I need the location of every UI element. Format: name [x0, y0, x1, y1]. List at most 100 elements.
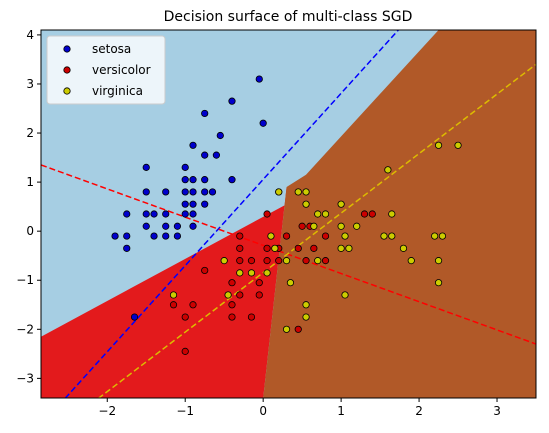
point-setosa	[228, 176, 236, 184]
point-virginica	[434, 279, 443, 287]
point-virginica	[286, 279, 295, 287]
y-tick-label: −2	[16, 322, 34, 336]
point-versicolor	[321, 232, 330, 240]
hyperplane-virginica	[97, 63, 536, 398]
point-virginica	[399, 244, 408, 252]
point-setosa	[181, 188, 189, 196]
point-virginica	[384, 166, 392, 174]
point-versicolor	[275, 257, 283, 265]
point-versicolor	[263, 244, 271, 252]
point-virginica	[337, 222, 345, 230]
point-versicolor	[310, 244, 318, 252]
point-virginica	[341, 291, 349, 299]
point-versicolor	[247, 313, 256, 321]
x-tick-label: −2	[98, 404, 116, 418]
y-tick-label: 0	[26, 224, 34, 238]
point-setosa	[216, 131, 224, 140]
point-virginica	[220, 257, 228, 265]
point-setosa	[181, 176, 189, 184]
point-setosa	[162, 210, 170, 218]
point-setosa	[189, 210, 197, 218]
point-virginica	[388, 232, 396, 240]
point-setosa	[123, 244, 131, 252]
point-setosa	[208, 188, 217, 196]
legend-box	[46, 35, 166, 105]
region-versicolor	[41, 187, 287, 398]
point-versicolor	[263, 210, 271, 218]
legend-marker-versicolor	[63, 66, 71, 74]
point-setosa	[189, 222, 197, 230]
point-versicolor	[228, 313, 236, 321]
point-virginica	[434, 141, 443, 149]
y-tick-label: −3	[16, 371, 34, 385]
point-setosa	[111, 232, 119, 240]
point-virginica	[282, 325, 291, 333]
point-virginica	[454, 141, 462, 149]
point-virginica	[337, 200, 345, 208]
point-virginica	[302, 188, 310, 196]
legend-marker-virginica	[63, 87, 71, 95]
legend-label-setosa: setosa	[92, 42, 131, 56]
point-versicolor	[282, 232, 291, 240]
axis-ticks: −2 −1 0 1 2 3 −3 −2 −1 0 1 2 3 4	[16, 28, 501, 418]
point-versicolor	[169, 301, 178, 309]
point-virginica	[169, 291, 178, 299]
point-setosa	[142, 222, 150, 230]
point-versicolor	[368, 210, 376, 218]
point-virginica	[321, 210, 330, 218]
hyperplane-lines	[41, 30, 536, 398]
point-virginica	[267, 232, 275, 240]
point-virginica	[314, 257, 322, 265]
point-virginica	[341, 232, 349, 240]
y-tick-label: 2	[26, 126, 34, 140]
point-setosa	[255, 75, 263, 83]
chart-title: Decision surface of multi-class SGD	[164, 9, 413, 25]
point-setosa	[228, 97, 236, 105]
plot-frame	[40, 29, 537, 399]
y-tick-label: 1	[26, 175, 34, 189]
point-virginica	[302, 200, 310, 208]
point-versicolor	[360, 210, 369, 218]
point-setosa	[162, 232, 170, 240]
point-virginica	[310, 222, 318, 230]
point-virginica	[345, 244, 353, 252]
point-setosa	[162, 222, 170, 230]
y-tick-label: 4	[26, 28, 34, 42]
point-virginica	[434, 257, 443, 265]
point-versicolor	[181, 347, 189, 355]
point-versicolor	[181, 313, 189, 321]
y-tick-label: −1	[16, 273, 34, 287]
x-tick-label: 0	[259, 404, 267, 418]
point-versicolor	[236, 244, 244, 252]
point-setosa	[189, 200, 197, 208]
point-setosa	[150, 232, 158, 240]
point-setosa	[201, 188, 209, 196]
point-virginica	[407, 257, 415, 265]
point-versicolor	[228, 301, 236, 309]
point-setosa	[181, 210, 189, 218]
point-versicolor	[263, 257, 271, 265]
scatter-points	[111, 75, 462, 355]
point-versicolor	[236, 291, 244, 299]
point-virginica	[337, 244, 345, 252]
point-versicolor	[255, 279, 263, 287]
point-virginica	[271, 244, 279, 252]
point-setosa	[189, 188, 197, 196]
point-setosa	[123, 210, 131, 218]
y-tick-label: 3	[26, 77, 34, 91]
point-virginica	[275, 188, 283, 196]
point-setosa	[212, 151, 220, 159]
x-tick-label: 3	[493, 404, 501, 418]
point-versicolor	[255, 291, 263, 299]
point-setosa	[201, 151, 209, 159]
point-setosa	[181, 163, 189, 171]
point-versicolor	[294, 325, 302, 333]
point-setosa	[173, 222, 182, 230]
point-setosa	[130, 313, 139, 321]
x-tick-label: −1	[176, 404, 194, 418]
point-setosa	[201, 200, 209, 208]
point-versicolor	[247, 257, 256, 265]
point-setosa	[142, 210, 150, 218]
point-virginica	[380, 232, 388, 240]
